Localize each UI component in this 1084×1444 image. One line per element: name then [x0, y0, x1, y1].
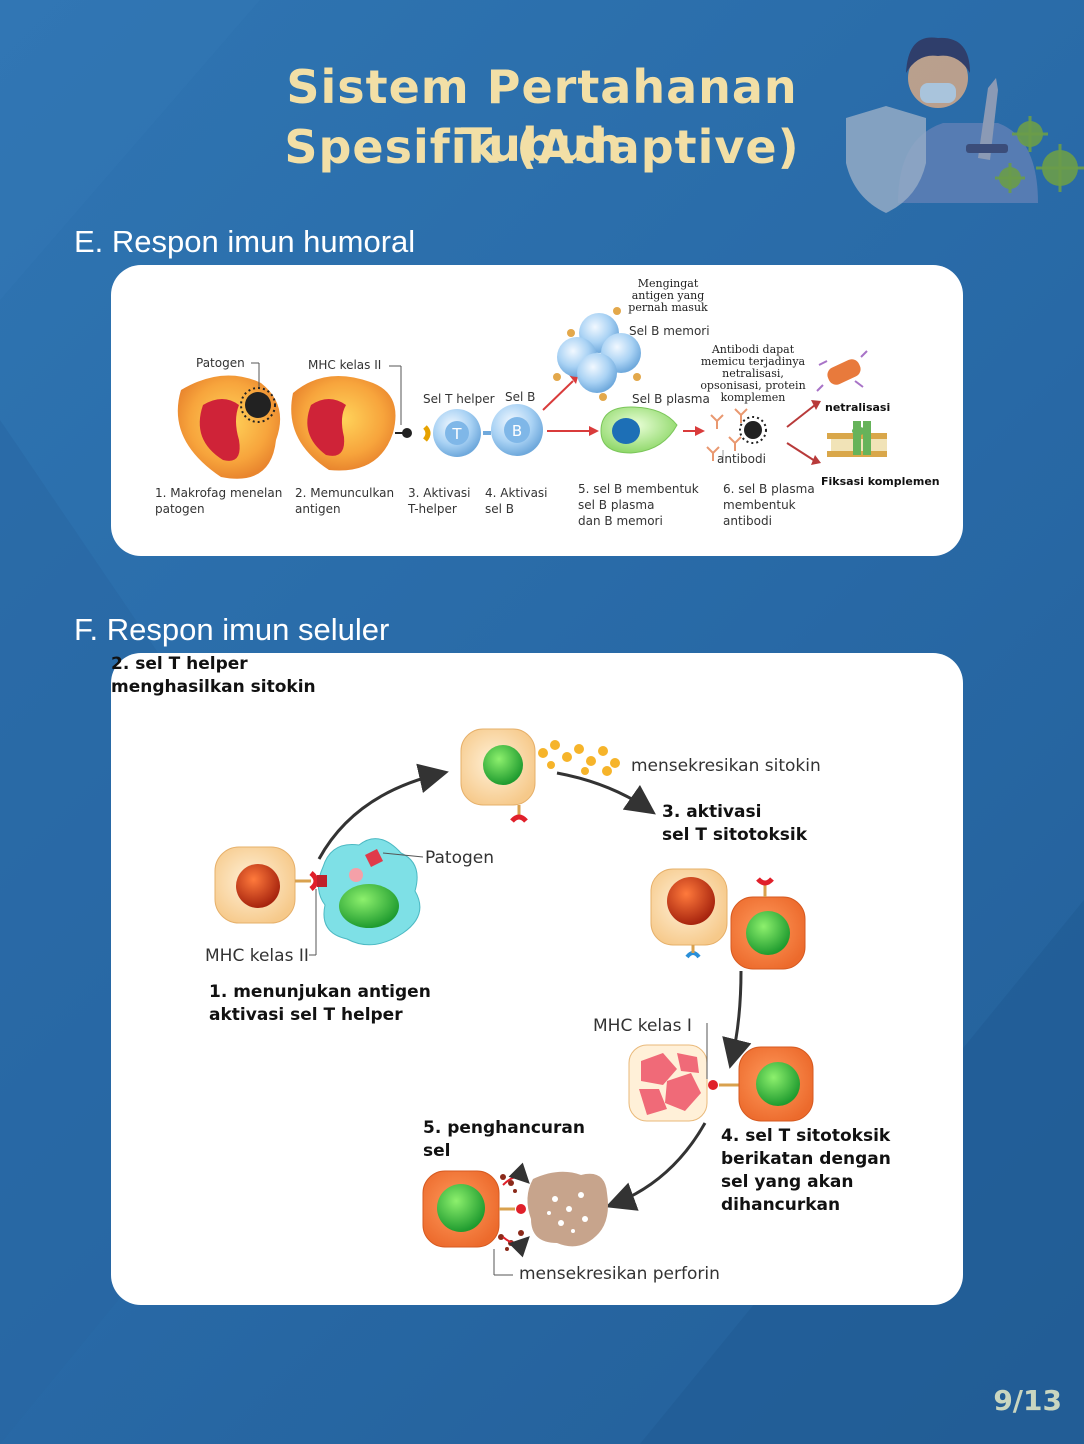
- pathogen-icon: [240, 387, 276, 423]
- step2-label: 2. Memunculkan antigen: [295, 486, 395, 516]
- cytokine-icons: [538, 740, 620, 776]
- seluler-diagram: [214, 728, 814, 1276]
- label-patogen: Patogen: [196, 356, 245, 370]
- label-mensekresikan-perforin: mensekresikan perforin: [519, 1264, 720, 1284]
- step1-label: 1. Makrofag menelan patogen: [155, 486, 283, 516]
- label-sel-t-helper: Sel T helper: [423, 392, 495, 406]
- cytotoxic-t-cell: [730, 896, 806, 970]
- label-patogen-seluler: Patogen: [425, 848, 494, 868]
- label-mengingat: Mengingat antigen yang pernah masuk: [628, 277, 708, 314]
- label-fiksasi-komplemen: Fiksasi komplemen: [821, 475, 940, 488]
- t-cell-letter: T: [451, 425, 462, 443]
- step5-label: 5. sel B membentuk sel B plasma dan B me…: [578, 482, 699, 528]
- humoral-diagram-card: T B: [111, 265, 963, 556]
- t-helper-cell-activated: [460, 728, 536, 806]
- pathogen-icon-2: [739, 416, 767, 444]
- slide-title-line1: Sistem Pertahanan Tubuh: [286, 60, 798, 172]
- antibody-icons: [706, 408, 748, 461]
- immune-warrior-icon: [846, 37, 1084, 213]
- seluler-diagram-card: 2. sel T helper menghasilkan sitokin men…: [111, 653, 963, 1305]
- step4-label-seluler: 4. sel T sitotoksik berikatan dengan sel…: [721, 1126, 891, 1215]
- section-heading-seluler: F. Respon imun seluler: [74, 612, 390, 647]
- infected-target-cell: [628, 1044, 708, 1122]
- antigen-presenting-macrophage: [318, 838, 421, 946]
- section-heading-humoral: E. Respon imun humoral: [74, 224, 416, 259]
- memory-b-cell-cluster: [553, 307, 641, 401]
- page-number: 9/13: [993, 1384, 1062, 1417]
- label-antibodi: antibodi: [717, 452, 766, 466]
- label-sel-b: Sel B: [505, 390, 536, 404]
- t-helper-cell: [650, 868, 728, 946]
- t-helper-cell-naive: [214, 846, 296, 924]
- step5-label-seluler: 5. penghancuran sel: [423, 1118, 585, 1161]
- label-mhc-kelas-i: MHC kelas I: [593, 1016, 692, 1036]
- cytotoxic-t-cell-killing: [422, 1170, 500, 1248]
- label-sel-b-memori: Sel B memori: [629, 324, 710, 338]
- b-cell-letter: B: [512, 422, 522, 440]
- complement-fixation-illustration: [827, 421, 887, 457]
- label-netralisasi: netralisasi: [825, 401, 891, 414]
- neutralization-illustration: [816, 350, 868, 392]
- label-mensekresikan-sitokin: mensekresikan sitokin: [631, 756, 821, 776]
- macrophage-cell: [177, 375, 281, 479]
- step1-label-seluler: 1. menunjukan antigen aktivasi sel T hel…: [209, 982, 431, 1025]
- label-antibodi-dapat: Antibodi dapat memicu terjadinya netrali…: [700, 343, 806, 404]
- step2-label: 2. sel T helper menghasilkan sitokin: [111, 654, 316, 697]
- step6-label: 6. sel B plasma membentuk antibodi: [723, 482, 815, 528]
- label-mhc-kelas-ii: MHC kelas II: [308, 358, 382, 372]
- step3-label: 3. Aktivasi T-helper: [408, 486, 471, 516]
- slide-title-line2: Spesifik (Adaptive): [284, 120, 800, 174]
- antigen-presenting-cell: [291, 375, 396, 471]
- cytotoxic-t-cell-bound: [738, 1046, 814, 1122]
- label-mhc-kelas-ii-seluler: MHC kelas II: [205, 946, 309, 966]
- dying-target-cell: [527, 1171, 608, 1247]
- label-sel-b-plasma: Sel B plasma: [632, 392, 710, 406]
- humoral-diagram: T B: [177, 307, 887, 479]
- plasma-b-cell: [600, 406, 678, 454]
- step4-label: 4. Aktivasi sel B: [485, 486, 548, 516]
- step3-label: 3. aktivasi sel T sitotoksik: [662, 802, 808, 845]
